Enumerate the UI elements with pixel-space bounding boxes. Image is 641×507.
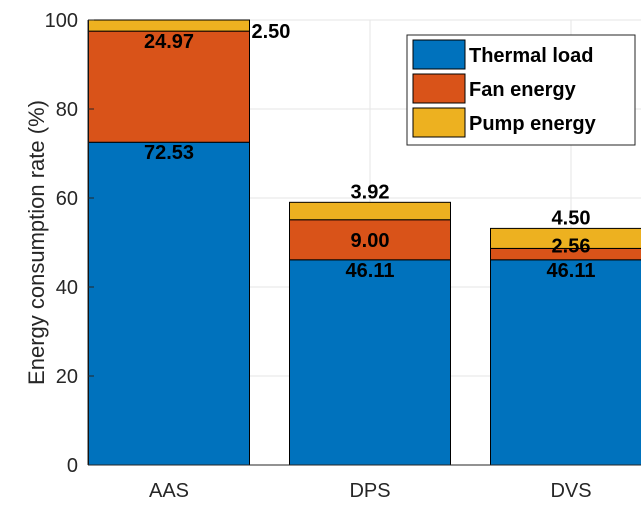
bar-segment-fan-energy [88,30,250,143]
bar-segment-thermal-load [490,259,641,466]
data-labels: 72.53 24.97 2.50 46.11 9.00 3.92 46.11 2.56 4.50 [144,21,596,282]
legend: Thermal load Fan energy Pump energy [406,34,636,146]
y-axis-title: Energy consumption rate (%) [24,100,49,385]
y-tick-label: 80 [56,99,78,121]
bar-segment-pump-energy [289,201,451,221]
data-label: 72.53 [144,142,194,164]
data-label: 46.11 [547,260,596,282]
data-label: 4.50 [552,207,591,229]
bars [88,19,641,466]
data-label: 24.97 [144,31,194,53]
bar-segment-thermal-load [88,141,250,466]
x-tick-label: DVS [550,480,591,502]
legend-label: Pump energy [469,113,597,135]
legend-label: Thermal load [469,45,593,67]
data-label: 2.50 [252,21,291,43]
data-label: 9.00 [351,230,390,252]
bar-segment-pump-energy [88,19,250,32]
y-tick-label: 100 [45,10,78,32]
data-label: 2.56 [552,235,591,257]
axes [87,20,641,466]
data-label: 3.92 [351,181,390,203]
y-tick-label: 60 [56,188,78,210]
legend-swatch [412,39,466,70]
bar-segment-pump-energy [490,227,641,249]
y-tick-label: 0 [67,455,78,477]
legend-swatch [412,107,466,138]
bar-segment-fan-energy [289,219,451,261]
x-tick-label: DPS [349,480,390,502]
y-tick-label: 20 [56,366,78,388]
data-label: 46.11 [346,260,395,282]
legend-swatch [412,73,466,104]
tick-labels: 0 20 40 60 80 100 AAS DPS DVS [45,10,592,502]
y-tick-label: 40 [56,277,78,299]
x-tick-label: AAS [149,480,189,502]
legend-label: Fan energy [469,79,577,101]
bar-segment-thermal-load [289,259,451,466]
